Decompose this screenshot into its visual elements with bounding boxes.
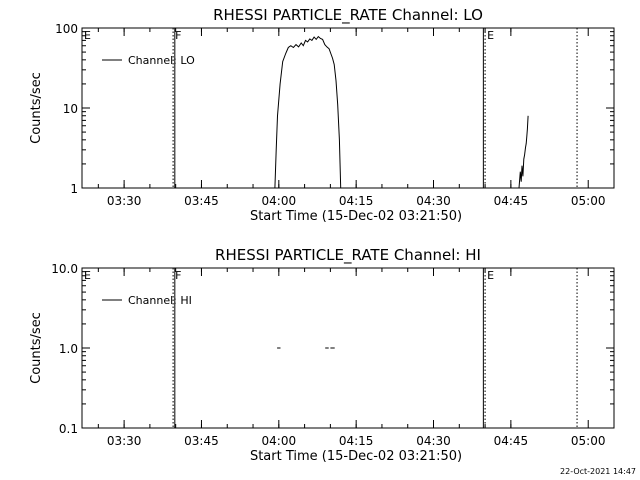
region-label: E (84, 29, 91, 42)
x-tick-label: 04:00 (262, 194, 297, 208)
legend-label: Channel: HI (128, 294, 192, 307)
x-tick-label: 04:45 (494, 434, 529, 448)
x-tick-label: 05:00 (571, 434, 606, 448)
footer-timestamp: 22-Oct-2021 14:47 (560, 467, 636, 476)
plot-frame (81, 27, 615, 189)
panel-lo: RHESSI PARTICLE_RATE Channel: LO 03:30 03:… (29, 6, 615, 224)
x-tick-label: 03:45 (184, 194, 219, 208)
region-label: E (487, 269, 494, 282)
legend-label: Channel: LO (128, 54, 195, 67)
region-label: E (84, 269, 91, 282)
region-label: F (175, 29, 181, 42)
x-tick-label: 04:15 (339, 434, 374, 448)
panel-hi: RHESSI PARTICLE_RATE Channel: HI 03:30 03:… (29, 246, 615, 464)
x-axis-label: Start Time (15-Dec-02 03:21:50) (250, 209, 462, 224)
x-tick-label: 04:00 (262, 434, 297, 448)
x-tick-label: 04:45 (494, 194, 529, 208)
x-tick-label: 03:45 (184, 434, 219, 448)
y-axis-label: Counts/sec (29, 72, 44, 144)
y-tick-label: 10 (63, 102, 78, 116)
x-axis-label: Start Time (15-Dec-02 03:21:50) (250, 449, 462, 464)
chart-title: RHESSI PARTICLE_RATE Channel: LO (213, 6, 483, 25)
x-tick-label: 04:30 (416, 434, 451, 448)
y-tick-label: 0.1 (59, 422, 78, 436)
y-tick-label: 100 (55, 22, 78, 36)
y-axis-label: Counts/sec (29, 312, 44, 384)
region-label: F (175, 269, 181, 282)
x-tick-label: 03:30 (107, 194, 142, 208)
x-tick-label: 04:30 (416, 194, 451, 208)
chart-title: RHESSI PARTICLE_RATE Channel: HI (215, 246, 481, 265)
region-label: E (487, 29, 494, 42)
x-tick-label: 03:30 (107, 434, 142, 448)
series-line (518, 115, 529, 189)
series-line (274, 35, 342, 189)
y-tick-label: 10.0 (51, 262, 78, 276)
y-tick-label: 1.0 (59, 342, 78, 356)
plot-frame (81, 267, 615, 429)
x-tick-label: 05:00 (571, 194, 606, 208)
y-tick-label: 1 (70, 182, 78, 196)
x-tick-label: 04:15 (339, 194, 374, 208)
